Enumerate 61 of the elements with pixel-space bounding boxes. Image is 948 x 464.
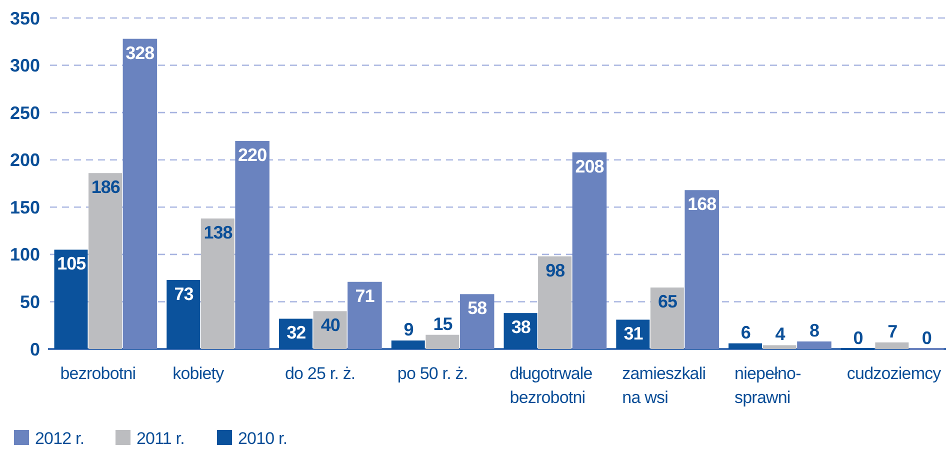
x-tick-label: kobiety: [172, 364, 225, 383]
x-tick-label: bezrobotni: [60, 364, 136, 383]
bar: [728, 343, 762, 349]
bar: [391, 340, 425, 349]
legend-label: 2010 r.: [238, 429, 288, 448]
y-tick-label: 0: [30, 339, 40, 360]
bar: [348, 282, 382, 349]
data-label: 105: [57, 254, 86, 274]
bar: [235, 140, 270, 349]
y-tick-label: 100: [10, 244, 40, 265]
data-label: 328: [126, 42, 155, 63]
data-label: 8: [809, 320, 820, 340]
y-tick-label: 250: [10, 102, 40, 123]
bar: [166, 280, 200, 349]
data-label: 0: [922, 328, 932, 348]
data-label: 32: [286, 322, 306, 343]
y-tick-label: 200: [10, 150, 40, 170]
bar: [460, 294, 494, 349]
data-label: 15: [433, 314, 453, 334]
data-label: 168: [688, 194, 717, 214]
y-tick-label: 300: [10, 56, 40, 76]
x-tick-label: zamieszkali na wsi: [622, 364, 706, 407]
data-label: 38: [511, 317, 531, 338]
y-tick-label: 50: [20, 292, 40, 312]
bar: [684, 190, 719, 349]
x-tick-label: po 50 r. ż.: [397, 364, 468, 383]
data-label: 6: [740, 322, 751, 342]
data-label: 98: [546, 260, 566, 280]
data-label: 208: [575, 156, 604, 176]
data-label: 0: [853, 328, 864, 348]
data-label: 220: [238, 144, 268, 165]
data-label: 58: [468, 298, 488, 318]
bar: [572, 152, 607, 349]
bar: [650, 288, 684, 349]
data-label: 65: [658, 292, 678, 312]
x-tick-label: do 25 r. ż.: [285, 364, 356, 383]
data-label: 31: [624, 324, 644, 344]
data-label: 7: [888, 321, 898, 342]
bar: [122, 38, 158, 349]
bar: [88, 173, 122, 349]
data-label: 73: [174, 284, 194, 304]
data-label: 186: [91, 177, 120, 198]
bar: [54, 250, 88, 349]
bar: [797, 341, 832, 349]
x-tick-label: cudzoziemcy: [846, 364, 942, 383]
x-tick-label: długotrwale bezrobotni: [510, 364, 592, 407]
bar: [875, 342, 909, 349]
bar: [200, 218, 234, 349]
bar: [538, 256, 572, 349]
x-tick-label: niepełno- sprawni: [734, 364, 801, 407]
data-label: 40: [320, 315, 340, 336]
bar: [426, 334, 460, 349]
legend-label: 2011 r.: [136, 429, 184, 448]
bar: [762, 345, 796, 349]
data-label: 71: [355, 286, 375, 306]
data-label: 9: [404, 319, 414, 340]
y-tick-label: 350: [10, 8, 40, 28]
data-label: 138: [204, 222, 233, 242]
data-label: 4: [775, 324, 786, 344]
legend-label: 2012 r.: [35, 429, 84, 448]
y-tick-label: 150: [10, 197, 40, 218]
